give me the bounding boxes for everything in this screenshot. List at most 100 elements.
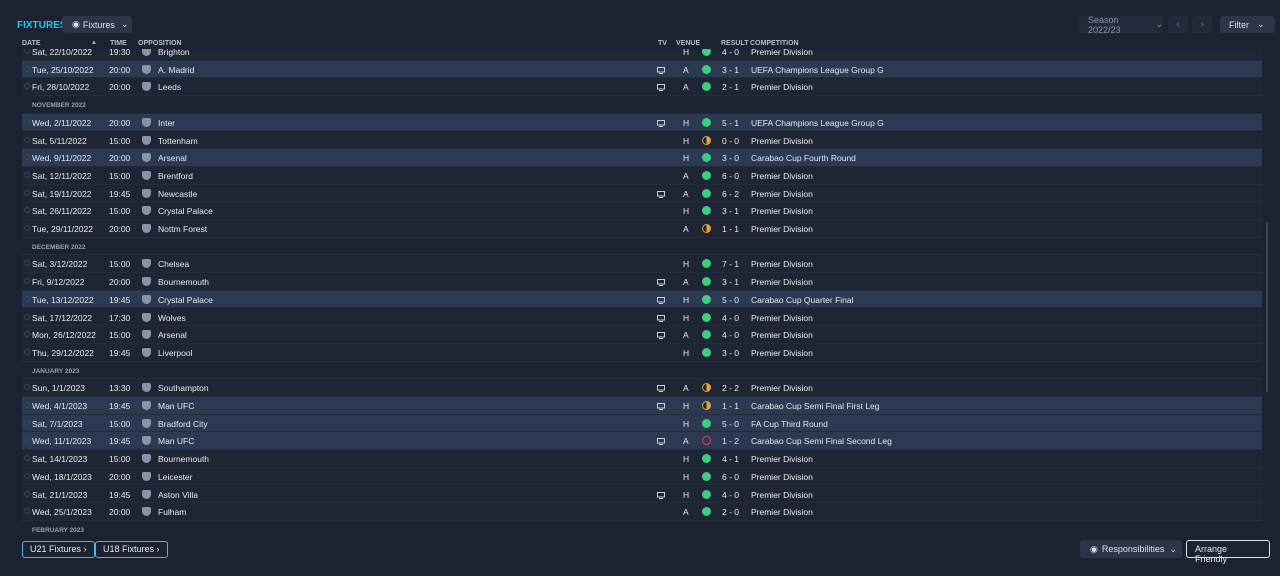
competition[interactable]: Premier Division (751, 224, 813, 234)
competition[interactable]: Carabao Cup Semi Final Second Leg (751, 436, 892, 447)
season-select[interactable]: Season 2022/23 ⌄ (1079, 15, 1163, 35)
opposition[interactable]: Fulham (158, 507, 187, 518)
competition[interactable]: Premier Division (751, 206, 813, 217)
result[interactable]: 7 - 1 (722, 259, 740, 270)
fixture-row[interactable]: Fri, 28/10/2022 20:00 Leeds A 2 - 1 Premier D… (22, 78, 1262, 97)
competition[interactable]: Premier Division (751, 135, 813, 146)
competition[interactable]: Premier Division (751, 188, 813, 199)
opposition[interactable]: A. Madrid (158, 64, 195, 75)
result[interactable]: 6 - 0 (722, 471, 740, 482)
opposition[interactable]: Aston Villa (158, 489, 199, 500)
select-radio[interactable] (24, 455, 30, 462)
opposition[interactable]: Newcastle (158, 188, 198, 199)
select-radio[interactable] (24, 225, 30, 231)
result[interactable]: 5 - 1 (722, 117, 740, 128)
opposition[interactable]: Man UFC (158, 436, 195, 447)
result[interactable]: 2 - 0 (722, 507, 740, 518)
result[interactable]: 4 - 1 (722, 454, 740, 465)
competition[interactable]: Premier Division (751, 170, 813, 181)
result[interactable]: 4 - 0 (722, 49, 740, 57)
result[interactable]: 4 - 0 (722, 330, 740, 341)
scrollbar[interactable] (1266, 222, 1268, 392)
competition[interactable]: Premier Division (751, 312, 813, 323)
result[interactable]: 1 - 1 (722, 401, 740, 411)
fixture-row[interactable]: Sat, 19/11/2022 19:45 Newcastle A 6 - 2 Premi… (22, 184, 1262, 203)
fixture-row[interactable]: Sat, 12/11/2022 15:00 Brentford A 6 - 0 Premi… (22, 166, 1262, 185)
result[interactable]: 3 - 0 (722, 153, 740, 164)
competition[interactable]: UEFA Champions League Group G (751, 117, 884, 128)
competition[interactable]: Carabao Cup Quarter Final (751, 294, 854, 305)
prev-button[interactable]: ‹ (1168, 16, 1188, 33)
opposition[interactable]: Liverpool (158, 347, 193, 358)
opposition[interactable]: Arsenal (158, 153, 187, 164)
column-header[interactable]: RESULT (721, 40, 749, 47)
opposition[interactable]: Tottenham (158, 135, 198, 146)
select-radio[interactable] (24, 260, 30, 267)
select-radio[interactable] (24, 49, 30, 54)
opposition[interactable]: Inter (158, 117, 176, 128)
column-header[interactable]: COMPETITION (750, 40, 799, 47)
fixture-row[interactable]: Sun, 1/1/2023 13:30 Southampton A 2 - 2 Premi… (22, 379, 1262, 397)
fixture-row[interactable]: Sat, 21/1/2023 19:45 Aston Villa H 4 - 0 Prem… (22, 485, 1262, 504)
result[interactable]: 6 - 2 (722, 188, 740, 199)
select-radio[interactable] (24, 313, 30, 320)
fixture-row[interactable]: Thu, 29/12/2022 19:45 Liverpool H 3 - 0 Premi… (22, 343, 1262, 362)
competition[interactable]: FA Cup Third Round (751, 418, 828, 429)
opposition[interactable]: Crystal Palace (158, 206, 213, 217)
select-radio[interactable] (24, 207, 30, 214)
opposition[interactable]: Nottm Forest (158, 224, 208, 234)
column-header[interactable]: DATE (22, 40, 41, 47)
fixture-row[interactable]: Sat, 14/1/2023 15:00 Bournemouth H 4 - 1 Prem… (22, 450, 1262, 468)
result[interactable]: 3 - 1 (722, 277, 740, 288)
filter-button[interactable]: Filter ⌄ (1220, 16, 1275, 33)
competition[interactable]: Premier Division (751, 82, 813, 93)
column-header[interactable]: VENUE (676, 40, 701, 47)
competition[interactable]: Carabao Cup Fourth Round (751, 153, 856, 164)
fixture-row[interactable]: Tue, 13/12/2022 19:45 Crystal Palace H 5 - 0… (22, 290, 1262, 309)
opposition[interactable]: Leeds (158, 82, 182, 93)
result[interactable]: 4 - 0 (722, 312, 740, 323)
select-radio[interactable] (24, 472, 30, 479)
select-radio[interactable] (24, 402, 30, 408)
result[interactable]: 3 - 0 (722, 347, 740, 358)
opposition[interactable]: Chelsea (158, 259, 190, 270)
fixture-row[interactable]: Wed, 18/1/2023 20:00 Leicester H 6 - 0 Premie… (22, 467, 1262, 486)
result[interactable]: 3 - 1 (722, 64, 740, 75)
fixture-row[interactable]: Wed, 2/11/2022 20:00 Inter H 5 - 1 UEFA Champ… (22, 113, 1262, 132)
competition[interactable]: Premier Division (751, 347, 813, 358)
select-radio[interactable] (24, 136, 30, 143)
result[interactable]: 6 - 0 (722, 170, 740, 181)
column-header[interactable]: OPPOSITION (138, 40, 182, 47)
arrange-friendly-button[interactable]: Arrange Friendly (1186, 540, 1270, 564)
select-radio[interactable] (24, 437, 30, 444)
fixture-row[interactable]: Sat, 3/12/2022 15:00 Chelsea H 7 - 1 Premier … (22, 255, 1262, 274)
opposition[interactable]: Man UFC (158, 401, 195, 411)
competition[interactable]: Premier Division (751, 471, 813, 482)
fixture-row[interactable]: Sat, 26/11/2022 15:00 Crystal Palace H 3 - 1… (22, 202, 1262, 220)
competition[interactable]: Premier Division (751, 330, 813, 341)
result[interactable]: 1 - 1 (722, 224, 740, 234)
fixture-row[interactable]: Fri, 9/12/2022 20:00 Bournemouth A 3 - 1 Prem… (22, 273, 1262, 291)
opposition[interactable]: Arsenal (158, 330, 187, 341)
opposition[interactable]: Crystal Palace (158, 294, 213, 305)
fixture-row[interactable]: Wed, 4/1/2023 19:45 Man UFC H 1 - 1 Carabao C… (22, 397, 1262, 415)
opposition[interactable]: Southampton (158, 383, 209, 394)
competition[interactable]: Carabao Cup Semi Final First Leg (751, 401, 880, 411)
competition[interactable]: Premier Division (751, 259, 813, 270)
select-radio[interactable] (24, 508, 30, 515)
competition[interactable]: Premier Division (751, 507, 813, 518)
competition[interactable]: Premier Division (751, 277, 813, 288)
opposition[interactable]: Bournemouth (158, 277, 210, 288)
competition[interactable]: Premier Division (751, 489, 813, 500)
select-radio[interactable] (24, 83, 30, 90)
select-radio[interactable] (24, 189, 30, 196)
responsibilities-button[interactable]: ◉ Responsibilities ⌄ (1080, 540, 1182, 558)
competition[interactable]: Premier Division (751, 454, 813, 465)
result[interactable]: 2 - 2 (722, 383, 740, 394)
fixture-row[interactable]: Sat, 5/11/2022 15:00 Tottenham H 0 - 0 Premie… (22, 131, 1262, 150)
column-header[interactable]: TIME (110, 40, 127, 47)
opposition[interactable]: Leicester (158, 471, 193, 482)
next-button[interactable]: › (1192, 16, 1212, 33)
column-header[interactable]: TV (658, 40, 667, 47)
opposition[interactable]: Bradford City (158, 418, 208, 429)
